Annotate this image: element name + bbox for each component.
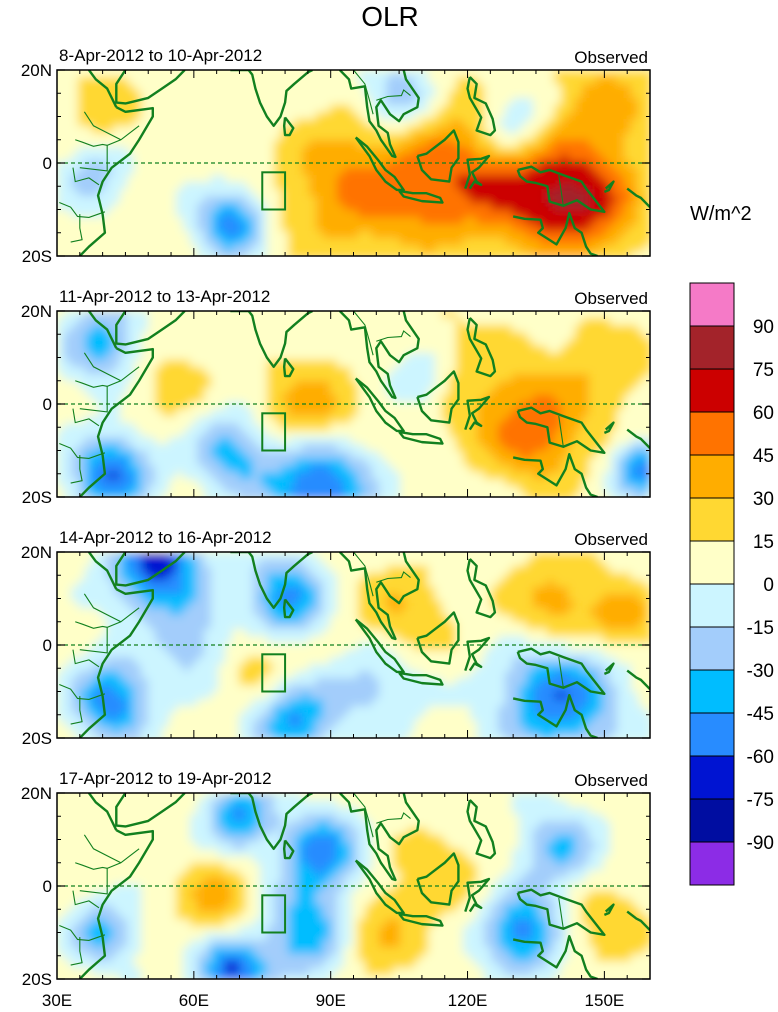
index-box-panel-3 bbox=[261, 653, 287, 693]
panel-4-lat-label-20N: 20N bbox=[21, 784, 52, 803]
panel-3-lat-label-20S: 20S bbox=[22, 729, 52, 748]
panel-2-lat-label-20N: 20N bbox=[21, 302, 52, 321]
panel-4-observed-label: Observed bbox=[574, 771, 648, 790]
colorbar-swatch-6 bbox=[689, 497, 735, 542]
colorbar-swatch-10 bbox=[689, 669, 735, 714]
colorbar-swatch-5 bbox=[689, 454, 735, 499]
colorbar-label-45: 45 bbox=[753, 446, 774, 467]
panel-3-date-range: 14-Apr-2012 to 16-Apr-2012 bbox=[59, 528, 272, 547]
chart-title: OLR bbox=[361, 1, 419, 32]
colorbar-swatch-13 bbox=[689, 798, 735, 843]
colorbar-swatch-3 bbox=[689, 368, 735, 413]
index-box-panel-2 bbox=[261, 412, 287, 452]
map-panel-3: 14-Apr-2012 to 16-Apr-2012 Observed 20N 0 20… bbox=[21, 528, 651, 748]
colorbar-label--60: -60 bbox=[747, 747, 774, 768]
colorbar-label-0: 0 bbox=[763, 575, 774, 596]
panel-3-lat-label-0: 0 bbox=[43, 636, 52, 655]
map-panel-2: 11-Apr-2012 to 13-Apr-2012 Observed 20N 0 20… bbox=[21, 287, 651, 507]
map-panel-4: 17-Apr-2012 to 19-Apr-2012 Observed 20N 0 20… bbox=[21, 769, 651, 989]
x-tick-label-120E: 120E bbox=[448, 991, 488, 1010]
index-box-panel-4 bbox=[261, 894, 287, 934]
colorbar-label-60: 60 bbox=[753, 403, 774, 424]
colorbar: 90 75 60 45 30 15 0 -15 -30 -45 -60 -75 -90 bbox=[689, 282, 774, 886]
colorbar-swatch-12 bbox=[689, 755, 735, 800]
panel-3-lat-label-20N: 20N bbox=[21, 543, 52, 562]
index-box-panel-1 bbox=[261, 171, 287, 211]
panel-1-lat-label-20N: 20N bbox=[21, 61, 52, 80]
panel-2-lat-label-20S: 20S bbox=[22, 488, 52, 507]
colorbar-label-75: 75 bbox=[753, 360, 774, 381]
x-tick-label-150E: 150E bbox=[585, 991, 625, 1010]
x-tick-label-90E: 90E bbox=[316, 991, 346, 1010]
colorbar-swatch-4 bbox=[689, 411, 735, 456]
olr-field-panel-1 bbox=[57, 70, 650, 256]
panel-1-observed-label: Observed bbox=[574, 48, 648, 67]
coastlines-panel-4 bbox=[59, 793, 650, 979]
colorbar-swatch-7 bbox=[689, 540, 735, 585]
colorbar-swatch-2 bbox=[689, 325, 735, 370]
map-panel-1: 8-Apr-2012 to 10-Apr-2012 Observed 20N 0 20S bbox=[21, 46, 651, 266]
colorbar-label--75: -75 bbox=[747, 790, 774, 811]
panel-2-observed-label: Observed bbox=[574, 289, 648, 308]
coastlines-panel-3 bbox=[59, 552, 650, 738]
colorbar-label-90: 90 bbox=[753, 317, 774, 338]
panel-4-lat-label-0: 0 bbox=[43, 877, 52, 896]
colorbar-label--45: -45 bbox=[747, 704, 774, 725]
colorbar-label-15: 15 bbox=[753, 532, 774, 553]
panel-3-observed-label: Observed bbox=[574, 530, 648, 549]
colorbar-label-30: 30 bbox=[753, 489, 774, 510]
colorbar-swatch-1 bbox=[689, 282, 735, 327]
panel-2-date-range: 11-Apr-2012 to 13-Apr-2012 bbox=[59, 287, 270, 306]
panel-4-date-range: 17-Apr-2012 to 19-Apr-2012 bbox=[59, 769, 272, 788]
x-axis: 30E 60E 90E 120E 150E bbox=[42, 991, 624, 1010]
coastlines-panel-2 bbox=[59, 311, 650, 497]
colorbar-swatch-11 bbox=[689, 712, 735, 757]
x-tick-label-60E: 60E bbox=[179, 991, 209, 1010]
colorbar-label--15: -15 bbox=[747, 618, 774, 639]
colorbar-swatch-9 bbox=[689, 626, 735, 671]
colorbar-label--90: -90 bbox=[747, 833, 774, 854]
panel-1-lat-label-0: 0 bbox=[43, 154, 52, 173]
panel-2-lat-label-0: 0 bbox=[43, 395, 52, 414]
panel-1-date-range: 8-Apr-2012 to 10-Apr-2012 bbox=[59, 46, 262, 65]
panel-4-lat-label-20S: 20S bbox=[22, 970, 52, 989]
colorbar-swatch-14 bbox=[689, 841, 735, 886]
colorbar-swatch-8 bbox=[689, 583, 735, 628]
x-tick-label-30E: 30E bbox=[42, 991, 72, 1010]
colorbar-units: W/m^2 bbox=[690, 203, 752, 225]
panel-1-lat-label-20S: 20S bbox=[22, 247, 52, 266]
olr-field-panel-2 bbox=[57, 311, 650, 497]
colorbar-label--30: -30 bbox=[747, 661, 774, 682]
coastlines-panel-1 bbox=[59, 70, 650, 256]
